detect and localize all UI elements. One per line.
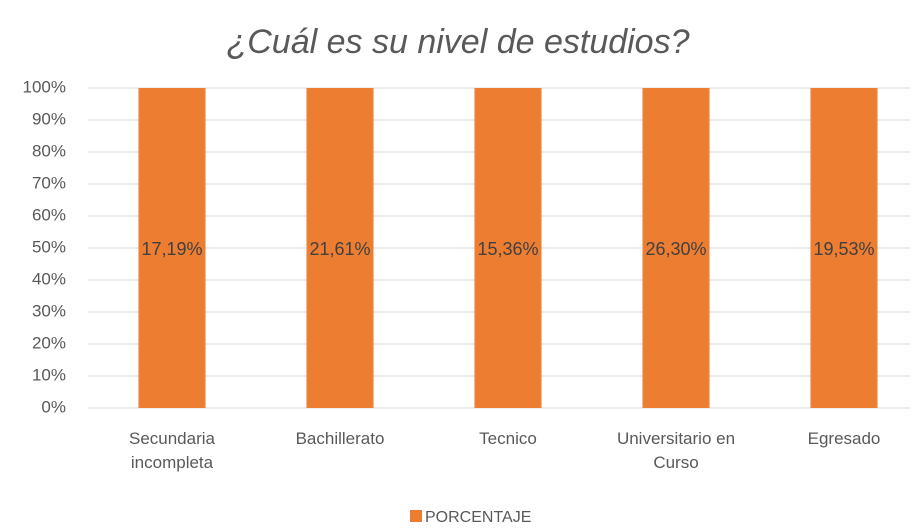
legend-swatch <box>410 510 422 522</box>
x-tick-label: Secundaria incompleta <box>128 429 215 472</box>
legend-label: PORCENTAJE <box>425 509 531 526</box>
chart-title: ¿Cuál es su nivel de estudios? <box>226 23 689 61</box>
bar <box>306 88 374 408</box>
x-tick-label: Bachillerato <box>295 429 385 448</box>
y-tick-label: 40% <box>32 269 66 288</box>
data-label: 21,61% <box>309 239 370 259</box>
data-label: 19,53% <box>813 239 874 259</box>
y-tick-label: 20% <box>32 333 66 352</box>
y-tick-label: 30% <box>32 301 66 320</box>
data-label: 15,36% <box>477 239 538 259</box>
data-label: 17,19% <box>141 239 202 259</box>
bar <box>474 88 542 408</box>
y-tick-label: 10% <box>32 365 66 384</box>
y-tick-label: 0% <box>41 397 66 416</box>
x-tick-label: Universitario en Curso <box>616 429 736 472</box>
y-tick-label: 70% <box>32 173 66 192</box>
y-tick-label: 100% <box>23 77 66 96</box>
bar <box>810 88 878 408</box>
y-tick-label: 60% <box>32 205 66 224</box>
y-tick-label: 90% <box>32 109 66 128</box>
y-tick-label: 80% <box>32 141 66 160</box>
bar <box>138 88 206 408</box>
bar <box>642 88 710 408</box>
x-tick-label: Egresado <box>807 429 881 448</box>
y-tick-label: 50% <box>32 237 66 256</box>
data-label: 26,30% <box>645 239 706 259</box>
x-tick-label: Tecnico <box>479 429 537 448</box>
